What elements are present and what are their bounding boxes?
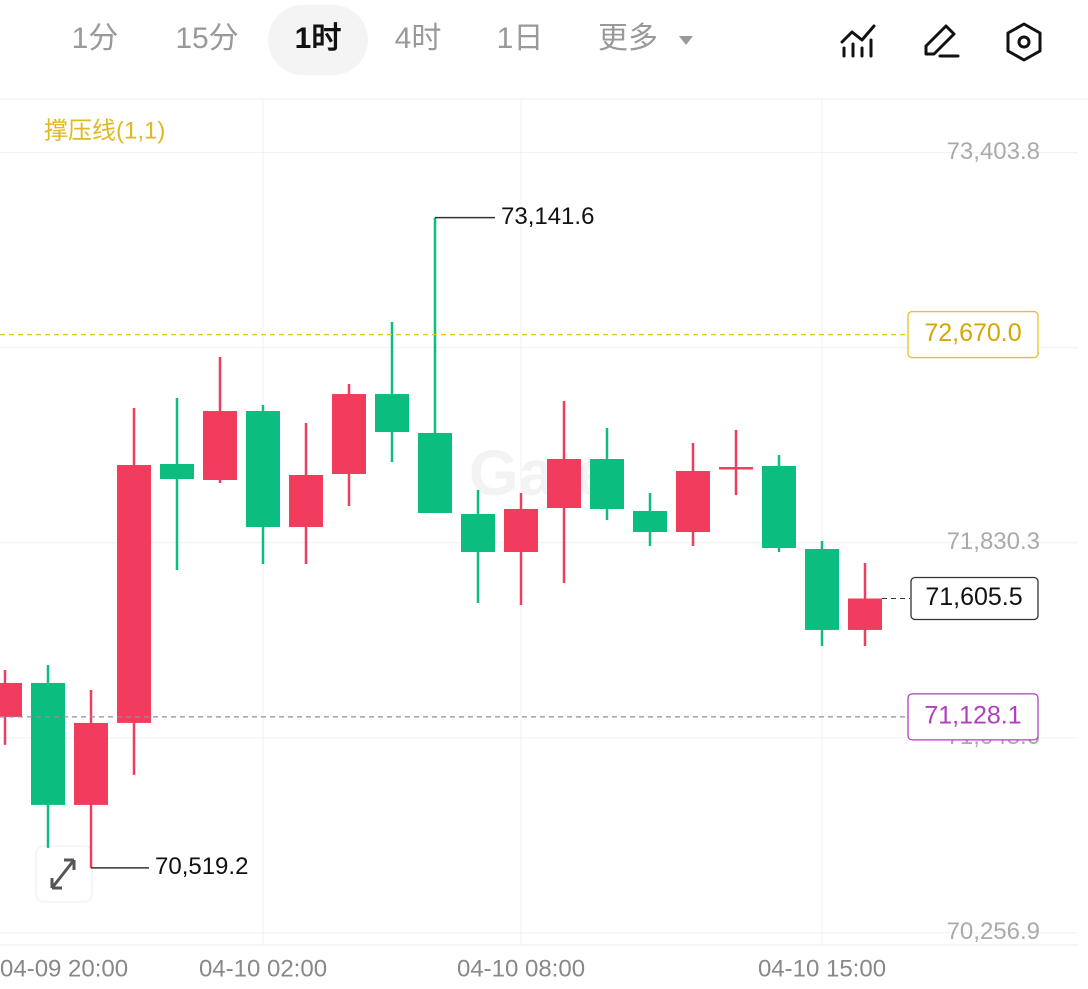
candle-body bbox=[418, 433, 452, 514]
candle-body bbox=[762, 465, 796, 548]
candle-body bbox=[31, 682, 65, 805]
candle-body bbox=[332, 394, 366, 475]
candle-body bbox=[676, 471, 710, 532]
candle-body bbox=[504, 508, 538, 552]
candle-body bbox=[160, 464, 194, 480]
x-tick-label: 04-10 08:00 bbox=[457, 955, 585, 982]
indicator-icon[interactable] bbox=[840, 24, 876, 58]
candle-body bbox=[719, 467, 753, 470]
draw-icon[interactable] bbox=[924, 24, 960, 58]
more-arrow[interactable] bbox=[679, 36, 693, 45]
candle-body bbox=[0, 682, 22, 717]
settings-icon[interactable] bbox=[1006, 22, 1042, 62]
candle-body bbox=[246, 411, 280, 527]
candle-body bbox=[848, 598, 882, 630]
expand-icon[interactable] bbox=[50, 858, 76, 890]
candle-body bbox=[375, 394, 409, 433]
active-tab-bg[interactable] bbox=[268, 5, 368, 75]
overlay: 撑压线(1,1) 73,141.6 70,519.2 72,670.0 71,128.1… bbox=[0, 117, 1039, 880]
tab[interactable]: 1分 bbox=[72, 22, 119, 55]
tab[interactable]: 1日 bbox=[497, 22, 544, 55]
y-tick-label: 71,830.3 bbox=[947, 528, 1040, 555]
support-label: 72,670.0 bbox=[924, 319, 1021, 347]
x-tick-label: 04-10 02:00 bbox=[199, 955, 327, 982]
y-tick-label: 73,403.8 bbox=[947, 138, 1040, 165]
plot bbox=[0, 217, 882, 868]
candle-body bbox=[117, 465, 151, 723]
x-tick-label: 04-10 15:00 bbox=[758, 955, 886, 982]
expand-button[interactable] bbox=[35, 845, 93, 903]
candle-body bbox=[805, 548, 839, 630]
resistance-badge bbox=[907, 693, 1039, 741]
candle-body bbox=[590, 459, 624, 509]
tab[interactable]: 1时 bbox=[295, 22, 342, 55]
last-price-badge bbox=[910, 576, 1039, 621]
indicator-legend: 撑压线(1,1) bbox=[44, 117, 165, 144]
tab[interactable]: 4时 bbox=[395, 22, 442, 55]
grid: Gate70,256.971,043.671,830.372,617.173,4… bbox=[0, 100, 1078, 982]
y-tick-label: 70,256.9 bbox=[947, 918, 1040, 945]
watermark: Gate bbox=[469, 437, 611, 509]
candle-body bbox=[203, 411, 237, 481]
support-badge bbox=[907, 310, 1039, 359]
high-label: 73,141.6 bbox=[501, 203, 594, 230]
resistance-label: 71,128.1 bbox=[924, 701, 1021, 729]
candle-body bbox=[289, 474, 323, 527]
candle-body bbox=[547, 459, 581, 508]
candle-body bbox=[633, 510, 667, 532]
low-label: 70,519.2 bbox=[155, 853, 248, 880]
candle-body bbox=[461, 513, 495, 552]
tab[interactable]: 15分 bbox=[175, 22, 238, 55]
tab[interactable]: 更多 bbox=[598, 22, 658, 55]
tabs: 1分 15分 1时 4时 1日 更多 bbox=[72, 5, 693, 75]
last-price-label: 71,605.5 bbox=[925, 583, 1022, 611]
x-tick-label: 04-09 20:00 bbox=[0, 955, 128, 982]
toolbar-icons bbox=[840, 22, 1042, 62]
candle-body bbox=[74, 722, 108, 805]
